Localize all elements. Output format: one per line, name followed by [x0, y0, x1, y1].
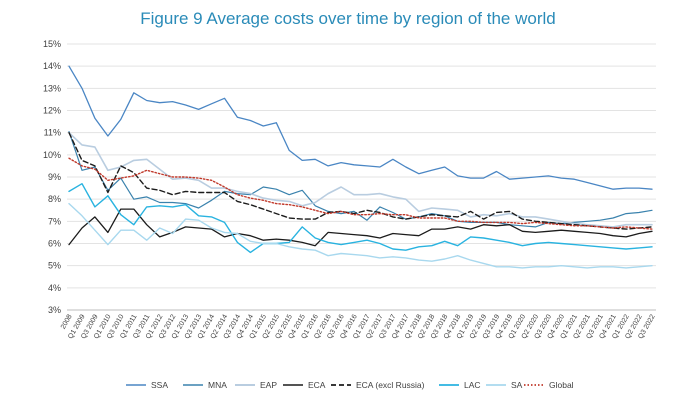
y-tick-label: 6%	[48, 239, 61, 249]
y-tick-label: 11%	[44, 128, 61, 138]
series-line-eca	[68, 208, 653, 247]
y-tick-label: 7%	[48, 216, 61, 226]
legend-label: EAP	[260, 380, 277, 390]
gridlines	[67, 43, 656, 311]
legend: SSA MNA EAP ECA ECA (excl Russia) LAC SA Global	[126, 380, 574, 390]
series-line-global	[68, 157, 653, 230]
legend-label: ECA (excl Russia)	[356, 380, 425, 390]
y-axis-ticks: 3% 4% 5% 6% 7% 8% 9% 10% 11% 12% 13% 14% 15%	[43, 39, 61, 315]
y-tick-label: 8%	[48, 194, 61, 204]
series-line-lac	[68, 182, 653, 254]
legend-label: Global	[549, 380, 574, 390]
y-tick-label: 3%	[48, 305, 61, 315]
y-tick-label: 14%	[43, 61, 61, 71]
legend-label: SSA	[151, 380, 168, 390]
series-line-sa	[68, 202, 653, 269]
y-tick-label: 10%	[43, 150, 61, 160]
series-lines	[68, 65, 653, 269]
series-line-ssa	[68, 65, 653, 190]
series-line-eap	[68, 131, 653, 228]
figure-number: Figure 9	[140, 9, 203, 28]
legend-label: LAC	[464, 380, 481, 390]
chart-title: Figure 9 Average costs over time by regi…	[0, 9, 696, 29]
series-line-eca-excl-russia	[68, 131, 653, 230]
y-tick-label: 12%	[43, 106, 61, 116]
y-tick-label: 5%	[48, 261, 61, 271]
y-tick-label: 4%	[48, 283, 61, 293]
y-tick-label: 15%	[43, 39, 61, 49]
legend-label: ECA	[308, 380, 326, 390]
chart-title-text: Average costs over time by region of the…	[206, 9, 556, 28]
legend-label: MNA	[208, 380, 227, 390]
y-tick-label: 13%	[43, 83, 61, 93]
legend-label: SA	[511, 380, 523, 390]
y-tick-label: 9%	[48, 172, 61, 182]
